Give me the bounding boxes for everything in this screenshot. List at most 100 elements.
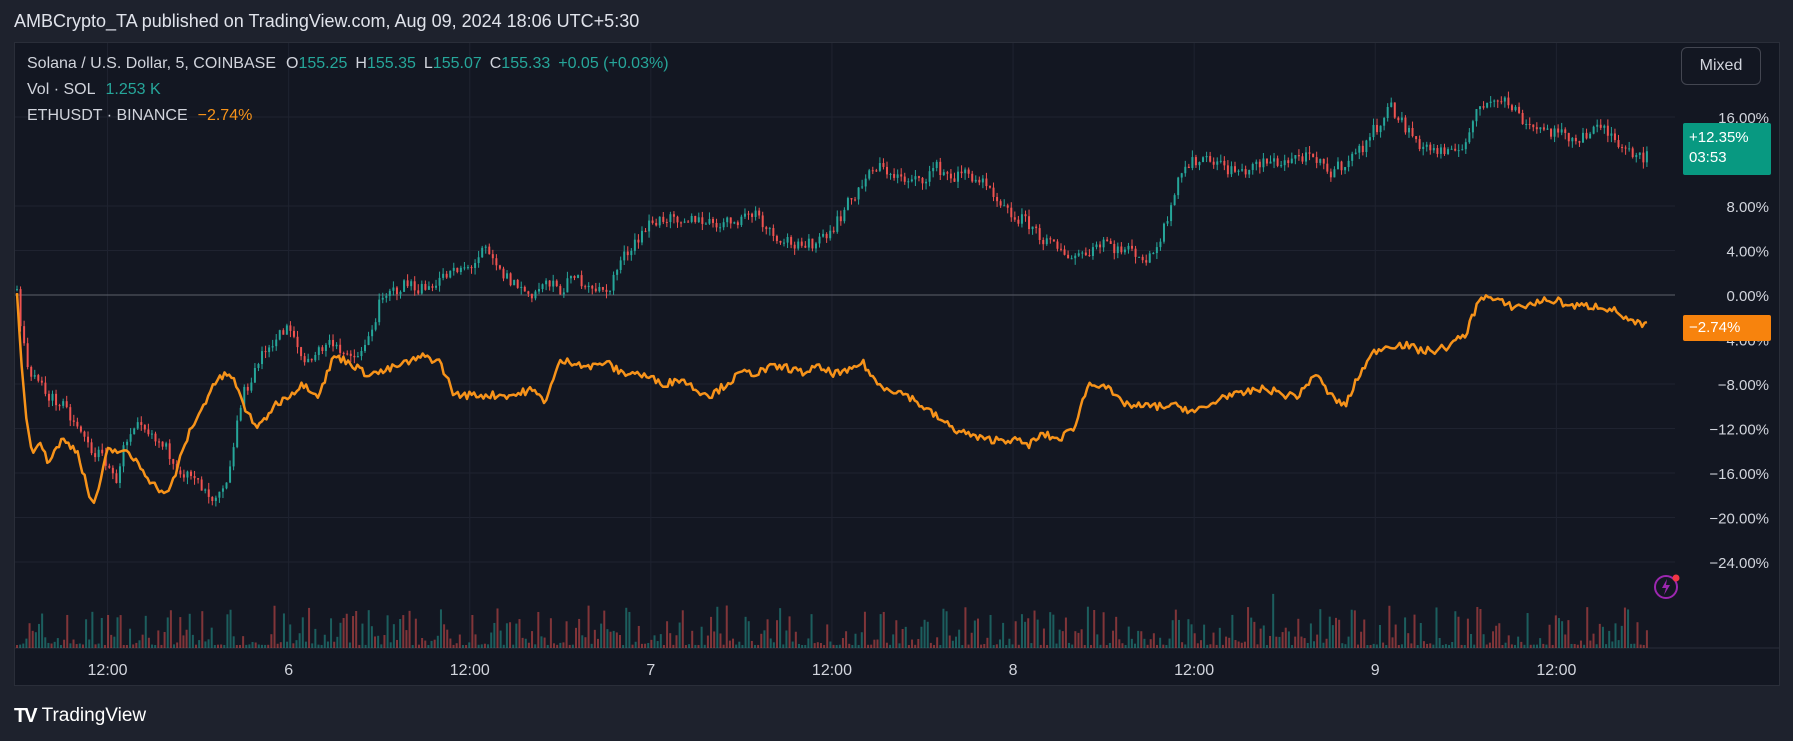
x-tick-label: 12:00 bbox=[450, 662, 490, 679]
volume-bar bbox=[1551, 644, 1554, 648]
sol-candle-body bbox=[388, 290, 391, 296]
legend-symbol[interactable]: Solana / U.S. Dollar, 5, COINBASE bbox=[27, 55, 276, 72]
volume-bar bbox=[1017, 644, 1020, 648]
sol-candle-body bbox=[768, 228, 771, 230]
sol-candle-body bbox=[374, 322, 377, 330]
sol-candle-body bbox=[275, 339, 278, 347]
volume-bar bbox=[317, 644, 320, 648]
volume-bar bbox=[94, 644, 97, 648]
volume-bar bbox=[1492, 631, 1495, 648]
sol-candle-body bbox=[747, 213, 750, 215]
sol-candle-body bbox=[232, 447, 235, 467]
volume-bar bbox=[1294, 636, 1297, 648]
volume-bar bbox=[841, 638, 844, 648]
sol-candle-body bbox=[1500, 101, 1503, 103]
sol-candle-body bbox=[733, 222, 736, 224]
volume-bar bbox=[220, 644, 223, 648]
sol-candle-body bbox=[1347, 160, 1350, 168]
volume-bar bbox=[628, 611, 631, 648]
volume-bar bbox=[857, 644, 860, 648]
sol-candle-body bbox=[118, 466, 121, 483]
sol-candle-body bbox=[342, 352, 345, 354]
sol-candle-body bbox=[612, 274, 615, 291]
sol-candle-body bbox=[655, 222, 658, 226]
chart-frame[interactable]: 16.00% 8.00% 4.00% 0.00% −8.00% −12.00% −16.00… bbox=[14, 42, 1780, 686]
volume-bar bbox=[885, 642, 888, 648]
sol-candle-body bbox=[775, 235, 778, 241]
volume-bar bbox=[1636, 622, 1639, 648]
sol-candle-body bbox=[1315, 157, 1318, 163]
volume-bar bbox=[361, 623, 364, 648]
volume-bar bbox=[1457, 616, 1460, 648]
volume-bar bbox=[1573, 644, 1576, 648]
top-bar: AMBCrypto_TA published on TradingView.co… bbox=[0, 0, 1793, 42]
sol-candle-body bbox=[435, 285, 438, 288]
volume-bar bbox=[179, 617, 182, 648]
sol-candle-body bbox=[189, 471, 192, 476]
volume-bar bbox=[474, 634, 477, 648]
volume-bar bbox=[1140, 631, 1143, 648]
volume-bar bbox=[151, 644, 154, 648]
volume-bar bbox=[1162, 644, 1165, 648]
sol-candle-body bbox=[204, 489, 207, 491]
legend-vol-label[interactable]: Vol · SOL bbox=[27, 81, 96, 98]
sol-candle-body bbox=[225, 482, 228, 489]
scale-mode-button[interactable]: Mixed bbox=[1681, 47, 1761, 85]
legend-o-value: 155.25 bbox=[298, 55, 348, 72]
sol-candle-body bbox=[1223, 160, 1226, 166]
volume-bar bbox=[455, 643, 458, 648]
volume-bar bbox=[719, 633, 722, 648]
sol-candle-body bbox=[1042, 239, 1045, 245]
volume-bar bbox=[270, 634, 273, 648]
sol-candle-body bbox=[1479, 106, 1482, 110]
volume-bar bbox=[295, 640, 298, 648]
volume-bar bbox=[914, 644, 917, 648]
volume-bar bbox=[352, 616, 355, 648]
volume-bar bbox=[986, 637, 989, 648]
sol-candle-body bbox=[559, 286, 562, 295]
sol-candle-body bbox=[555, 280, 558, 287]
volume-bar bbox=[1385, 644, 1388, 648]
legend-compare-symbol[interactable]: ETHUSDT · BINANCE bbox=[27, 107, 188, 124]
sol-candle-body bbox=[1148, 253, 1151, 263]
volume-bar bbox=[22, 643, 25, 648]
flash-icon[interactable] bbox=[1653, 572, 1681, 600]
sol-candle-body bbox=[651, 220, 654, 223]
volume-bar bbox=[471, 614, 474, 648]
volume-bar bbox=[524, 638, 527, 648]
sol-candle-body bbox=[672, 214, 675, 217]
sol-candle-body bbox=[335, 344, 338, 347]
sol-candle-body bbox=[463, 267, 466, 269]
sol-candle-body bbox=[921, 177, 924, 184]
sol-candle-body bbox=[825, 233, 828, 239]
volume-bar bbox=[63, 639, 66, 648]
tradingview-logo-icon: TV bbox=[14, 704, 38, 727]
volume-bar bbox=[1247, 607, 1250, 648]
sol-candle-body bbox=[534, 291, 537, 299]
sol-candle-body bbox=[111, 467, 114, 474]
sol-candle-body bbox=[609, 290, 612, 292]
sol-candle-body bbox=[332, 339, 335, 347]
sol-candle-body bbox=[967, 169, 970, 174]
volume-bar bbox=[1429, 643, 1432, 648]
volume-bar bbox=[1231, 614, 1234, 648]
volume-bar bbox=[1473, 644, 1476, 648]
sol-candle-body bbox=[1454, 148, 1457, 151]
volume-bar bbox=[254, 642, 257, 648]
volume-bar bbox=[1589, 640, 1592, 648]
sol-candle-body bbox=[133, 428, 136, 435]
volume-bar bbox=[1108, 642, 1111, 648]
volume-bar bbox=[596, 638, 599, 648]
sol-candle-body bbox=[1134, 248, 1137, 257]
sol-candle-body bbox=[552, 280, 555, 287]
volume-bar bbox=[41, 613, 44, 648]
volume-bar bbox=[502, 644, 505, 648]
volume-bar bbox=[1297, 618, 1300, 648]
sol-candle-body bbox=[1106, 239, 1109, 242]
sol-candle-body bbox=[1045, 238, 1048, 245]
chart-svg[interactable]: 16.00% 8.00% 4.00% 0.00% −8.00% −12.00% −16.00… bbox=[15, 43, 1780, 686]
volume-bar bbox=[1532, 644, 1535, 648]
volume-bar bbox=[1391, 637, 1394, 648]
volume-bar bbox=[1633, 643, 1636, 648]
sol-candle-body bbox=[1439, 147, 1442, 154]
